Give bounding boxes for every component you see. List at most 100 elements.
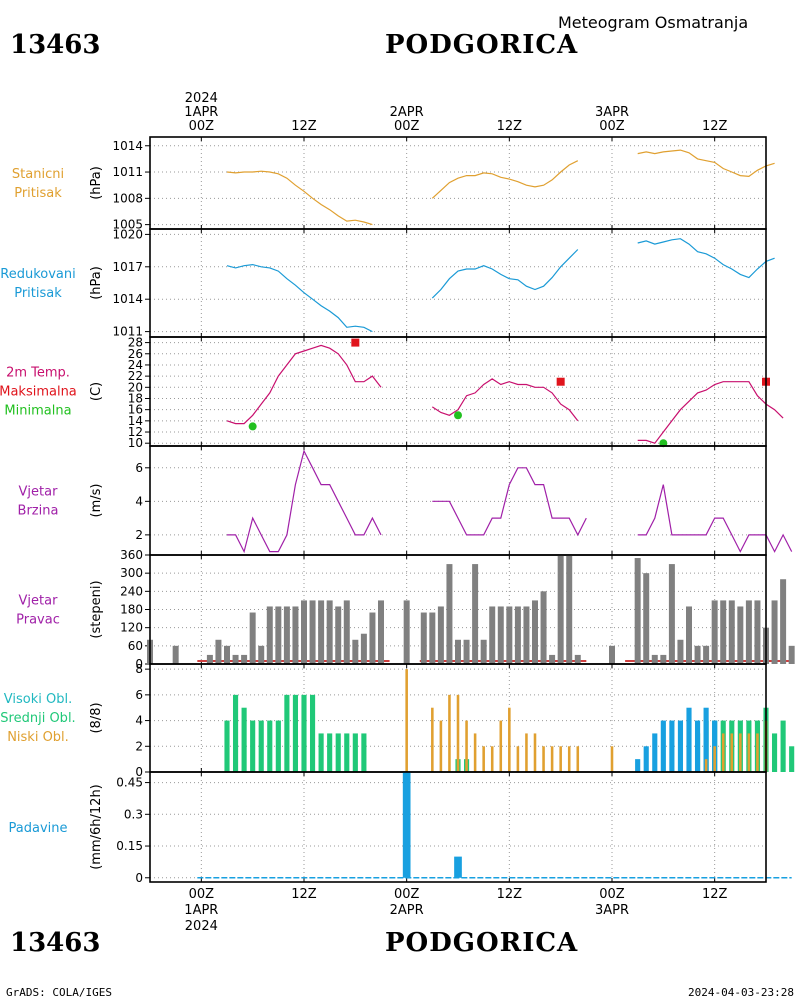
panel-side-label: Pritisak	[14, 186, 62, 201]
bar	[557, 555, 564, 664]
panel-grid	[150, 446, 766, 555]
bar	[771, 733, 778, 772]
y-axis-ticks: 0 2 4 6 8	[135, 662, 150, 779]
bar	[266, 606, 273, 664]
bar	[497, 606, 504, 664]
bar	[713, 746, 716, 772]
bar	[249, 612, 256, 664]
bar	[745, 600, 752, 664]
series-line-segment	[431, 378, 579, 422]
series-line-segment	[226, 344, 382, 425]
y-axis-ticks: 0 0.15 0.3 0.45	[116, 776, 150, 885]
bar	[465, 720, 468, 772]
y-tick-label: 28	[128, 336, 143, 350]
bar	[318, 600, 325, 664]
bottom-tick-label: 00Z	[599, 887, 625, 902]
panel-side-label: 2m Temp.	[6, 366, 70, 381]
panel-unit-label: (mm/6h/12h)	[89, 784, 104, 870]
panel-unit-label: (m/s)	[89, 484, 104, 518]
bar	[686, 707, 692, 772]
y-axis-ticks: 2 4 6	[135, 461, 150, 542]
bar	[747, 733, 751, 772]
panel-unit-label: (hPa)	[89, 266, 104, 300]
bar	[643, 573, 650, 664]
bar	[686, 606, 692, 664]
y-tick-label: 0.15	[116, 839, 143, 853]
bar	[283, 606, 290, 664]
bottom-tick-label: 12Z	[702, 887, 728, 902]
panel-unit-label: (8/8)	[89, 702, 104, 733]
bar	[711, 600, 718, 664]
bar	[559, 746, 562, 772]
top-tick-label: 12Z	[702, 119, 728, 134]
bar	[241, 707, 247, 772]
bar	[309, 600, 316, 664]
bar	[327, 733, 333, 772]
y-tick-label: 22	[128, 369, 143, 383]
max-temp-marker	[556, 377, 565, 386]
panel-wind-direction: 0 60 120 180 240 300 360 (stepeni) Vjetar Pravac	[16, 548, 795, 671]
bar	[780, 579, 787, 664]
bar	[463, 639, 470, 664]
panel-unit-label: (stepeni)	[89, 580, 104, 638]
panel-frame	[149, 771, 767, 883]
bar	[258, 720, 264, 772]
bar	[721, 733, 725, 772]
bar	[533, 733, 537, 772]
y-tick-label: 240	[120, 584, 143, 598]
bar	[292, 694, 299, 772]
y-axis-ticks: 1011 1014 1017 1020	[112, 227, 150, 339]
y-tick-label: 1011	[112, 325, 143, 339]
bar	[704, 759, 708, 772]
panel-side-label: Pravac	[16, 613, 60, 628]
panel-side-label: Srednji Obl.	[0, 711, 75, 726]
bar	[301, 694, 307, 772]
bar	[472, 564, 479, 664]
y-tick-label: 2	[135, 739, 143, 753]
panel-side-label: Stanicni	[12, 167, 64, 182]
y-tick-label: 1005	[112, 218, 143, 232]
station-id-header: 13463	[10, 30, 101, 60]
bar	[309, 694, 316, 772]
y-tick-label: 1020	[112, 227, 143, 241]
bar	[651, 654, 658, 664]
bar	[455, 639, 461, 664]
top-tick-label: 00Z	[599, 119, 625, 134]
bar	[514, 606, 521, 664]
y-tick-label: 26	[128, 347, 143, 361]
bar	[206, 654, 213, 664]
y-tick-label: 14	[128, 414, 143, 428]
y-tick-label: 0.3	[124, 807, 143, 821]
bar	[549, 654, 556, 664]
bottom-tick-label: 12Z	[291, 887, 317, 902]
bar	[730, 733, 734, 772]
bar	[669, 720, 675, 772]
bottom-tick-label: 3APR	[595, 903, 629, 918]
y-tick-label: 12	[128, 425, 143, 439]
bar	[275, 720, 281, 772]
panel-clouds: 0 2 4 6 8 (8/8) Visoki Obl. Srednji Obl. Niski O…	[0, 662, 795, 779]
bar	[437, 606, 444, 664]
y-tick-label: 0.45	[116, 776, 143, 790]
bar	[448, 694, 451, 772]
y-axis-ticks: 1005 1008 1011 1014	[112, 139, 150, 232]
y-tick-label: 2	[135, 528, 143, 542]
top-tick-label: 2024	[185, 91, 218, 106]
bar	[652, 733, 658, 772]
panel-side-label: Pritisak	[14, 286, 62, 301]
y-tick-label: 1011	[112, 165, 143, 179]
bar	[439, 720, 443, 772]
panel-side-label: Maksimalna	[0, 385, 77, 400]
y-tick-label: 1014	[112, 139, 143, 153]
bar	[241, 654, 248, 664]
panel-station-pressure: 1005 1008 1011 1014 (hPa) Stanicni Pritisak	[12, 136, 775, 232]
bar	[789, 746, 795, 772]
panel-grid	[150, 137, 766, 229]
bar	[703, 707, 709, 772]
bar	[429, 612, 436, 664]
bar	[516, 746, 520, 772]
bar	[232, 694, 239, 772]
bar	[352, 733, 358, 772]
